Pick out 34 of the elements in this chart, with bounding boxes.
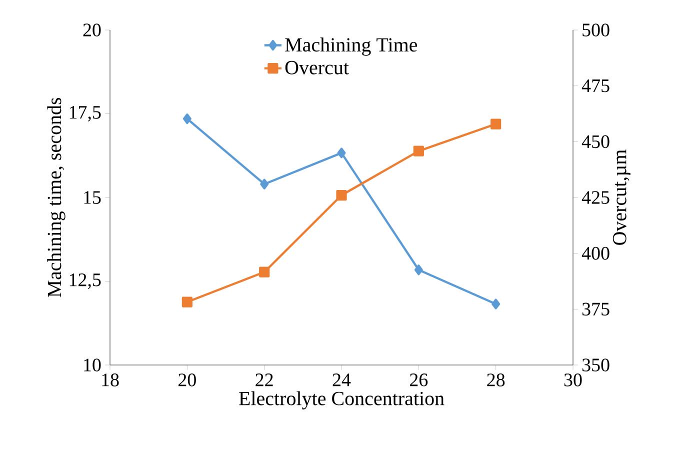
y2-axis-title: Overcut,µm — [612, 150, 630, 245]
point — [413, 146, 424, 156]
y2-tick-label: 450 — [582, 135, 610, 148]
point — [336, 190, 347, 201]
legend-label: Overcut — [285, 60, 349, 74]
x-tick-label: 22 — [256, 374, 273, 386]
x-axis-title: Electrolyte Concentration — [239, 391, 444, 410]
y2-tick-label: 350 — [582, 358, 610, 372]
y2-tick-label: 375 — [582, 302, 610, 316]
point — [260, 178, 269, 190]
y-axis-title: Machining time, seconds — [47, 98, 66, 298]
y-tick-label: 15 — [84, 191, 101, 204]
x-tick-label: 28 — [487, 374, 505, 386]
point — [182, 113, 192, 124]
point — [414, 264, 423, 276]
x-tick-label: 30 — [564, 374, 582, 386]
point — [182, 296, 192, 308]
y2-tick-label: 400 — [582, 246, 610, 260]
point — [337, 148, 346, 158]
y-tick-label: 12,5 — [70, 274, 101, 289]
x-tick-label: 20 — [178, 374, 196, 386]
y-tick-label: 20 — [83, 24, 101, 36]
y-tick-label: 17,5 — [70, 106, 101, 122]
y2-tick-label: 425 — [582, 191, 610, 204]
x-tick-label: 18 — [102, 374, 119, 386]
x-tick-label: 24 — [332, 374, 351, 386]
point — [490, 118, 502, 130]
y-tick-label: 10 — [84, 358, 101, 372]
point — [259, 266, 270, 278]
y2-tick-label: 500 — [582, 24, 610, 36]
y2-tick-label: 475 — [582, 79, 610, 92]
point — [492, 298, 500, 310]
legend-label: Machining Time — [285, 38, 418, 56]
x-tick-label: 26 — [410, 374, 428, 386]
